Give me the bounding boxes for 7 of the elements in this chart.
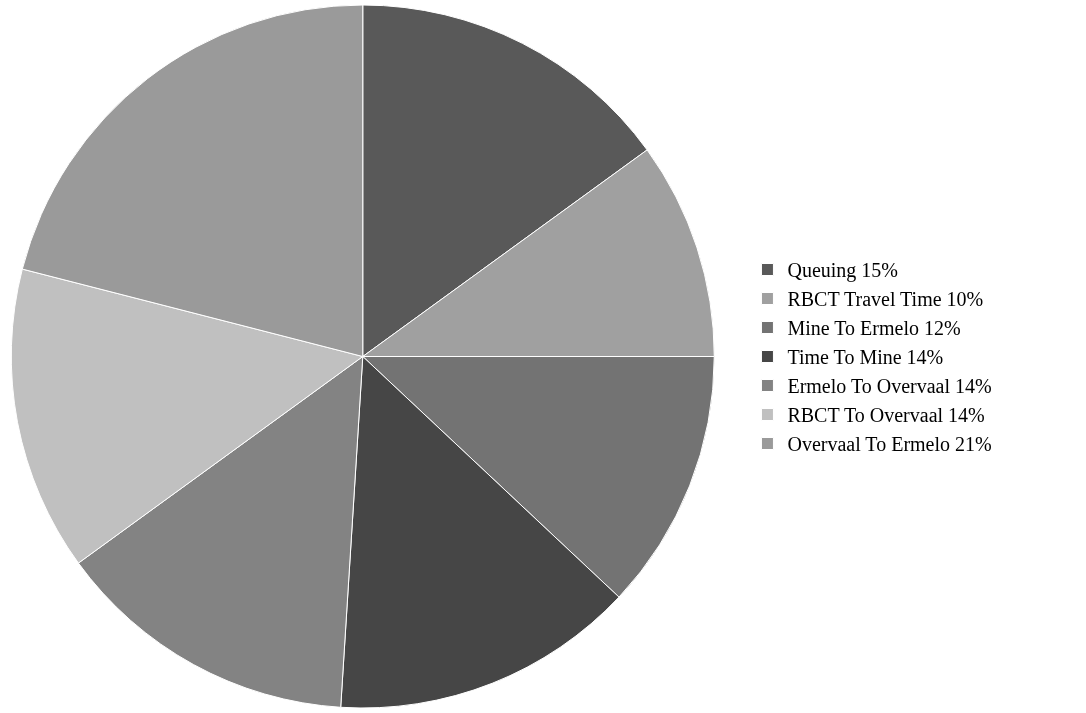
legend-label: Overvaal To Ermelo 21% (787, 433, 992, 456)
legend-label: Mine To Ermelo 12% (787, 317, 961, 340)
legend-label: RBCT To Overvaal 14% (787, 404, 985, 427)
legend-label: Time To Mine 14% (787, 346, 944, 369)
legend-label: Ermelo To Overvaal 14% (787, 375, 992, 398)
legend-label: RBCT Travel Time 10% (787, 288, 984, 311)
legend-label: Queuing 15% (787, 259, 898, 283)
